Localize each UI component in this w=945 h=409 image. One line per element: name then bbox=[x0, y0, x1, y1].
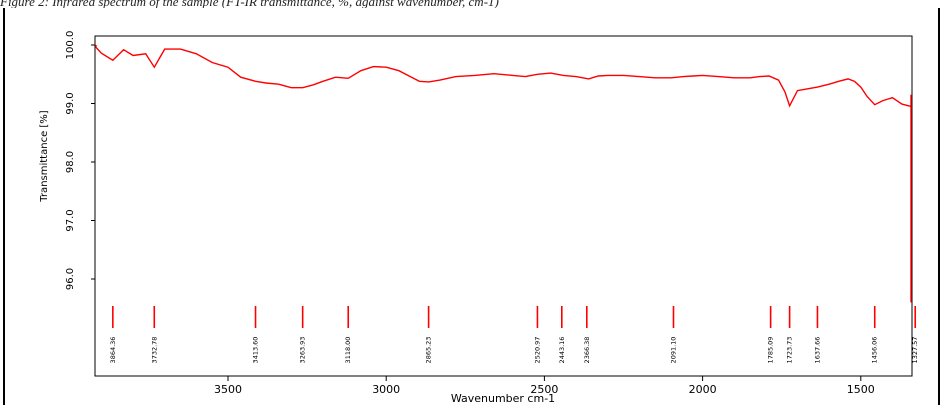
x-tick-label: 3000 bbox=[372, 383, 400, 396]
peak-label: 2865.23 bbox=[425, 337, 433, 364]
peak-label: 1327.57 bbox=[911, 337, 919, 364]
y-tick-label: 98.0 bbox=[65, 151, 76, 173]
figure-caption: Figure 2: Infrared spectrum of the sampl… bbox=[0, 0, 499, 8]
peak-label: 3263.93 bbox=[299, 337, 307, 364]
x-tick-label: 3500 bbox=[214, 383, 242, 396]
peak-label: 1637.66 bbox=[813, 337, 821, 364]
peak-label: 3732.78 bbox=[150, 337, 158, 364]
peak-label: 1456.06 bbox=[871, 337, 879, 364]
figure-frame: 100.0 99.0 98.0 97.0 96.0 3500 3000 2500 2000 15… bbox=[3, 8, 945, 405]
peak-label: 2366.38 bbox=[583, 337, 591, 364]
x-tick-label: 2500 bbox=[530, 383, 558, 396]
peak-label: 3864.36 bbox=[109, 337, 117, 364]
y-tick-label: 100.0 bbox=[65, 31, 76, 60]
y-axis: 100.0 99.0 98.0 97.0 96.0 bbox=[65, 31, 95, 290]
peak-markers: 3864.36 3732.78 3413.60 3263.93 3118.00 2865.… bbox=[109, 306, 945, 364]
peak-label: 2520.97 bbox=[533, 337, 541, 364]
peak-label: 3413.60 bbox=[252, 337, 260, 364]
x-axis-title: Wavenumber cm-1 bbox=[451, 392, 555, 405]
y-tick-label: 99.0 bbox=[65, 92, 76, 114]
peak-label: 2443.16 bbox=[558, 337, 566, 364]
peak-label: 3118.00 bbox=[344, 337, 352, 364]
y-axis-title: Transmittance [%] bbox=[39, 110, 50, 202]
peak-label: 2091.10 bbox=[669, 337, 677, 364]
x-tick-label: 1500 bbox=[847, 383, 875, 396]
peak-label: 1785.09 bbox=[767, 337, 775, 364]
ir-spectrum-chart: 100.0 99.0 98.0 97.0 96.0 3500 3000 2500 2000 15… bbox=[39, 31, 945, 405]
x-tick-label: 2000 bbox=[689, 383, 717, 396]
spectrum-line bbox=[95, 45, 912, 303]
x-axis: 350030002500200015001000 bbox=[214, 376, 875, 396]
peak-label: 1723.73 bbox=[786, 337, 794, 364]
y-tick-label: 96.0 bbox=[65, 268, 76, 290]
y-tick-label: 97.0 bbox=[65, 209, 76, 231]
plot-area bbox=[94, 35, 913, 377]
